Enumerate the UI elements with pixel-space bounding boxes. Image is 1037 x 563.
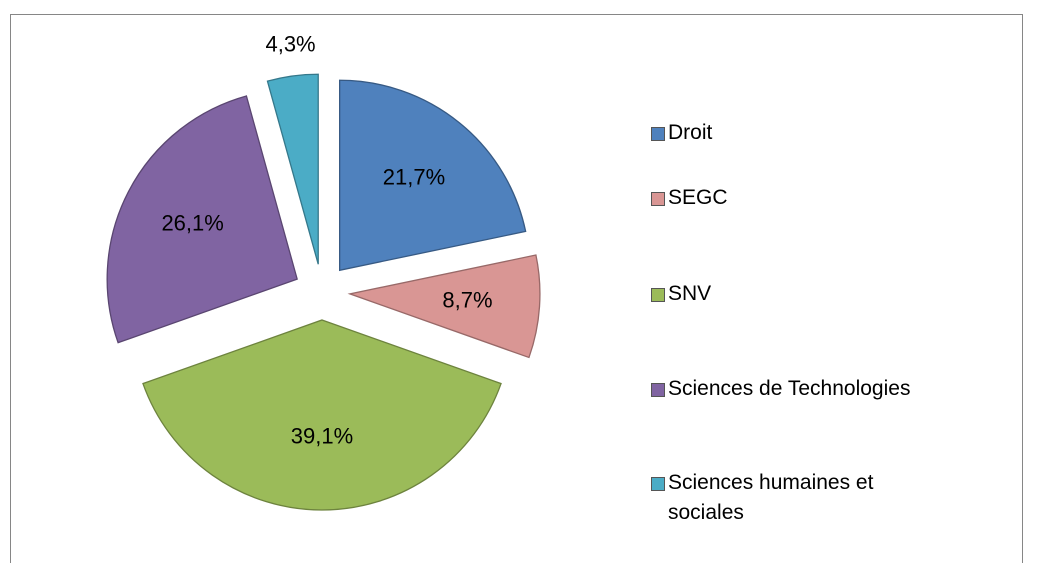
legend-swatch — [651, 477, 665, 491]
legend-swatch — [651, 192, 665, 206]
legend-label: Sciences de Technologies — [668, 377, 911, 400]
data-label: 26,1% — [161, 211, 223, 236]
pie-slice — [266, 73, 319, 265]
legend-swatch — [651, 127, 665, 141]
legend-label: SNV — [668, 282, 712, 305]
legend-label: SEGC — [668, 186, 728, 209]
pie-slice — [142, 319, 502, 511]
data-label: 39,1% — [291, 424, 353, 449]
legend-swatch — [651, 383, 665, 397]
legend-label: Sciences humaines et sociales — [668, 471, 874, 524]
pie-slice — [347, 254, 541, 359]
legend-item: Sciences de Technologies — [651, 374, 951, 404]
pie-slice — [339, 79, 527, 272]
legend-swatch — [651, 288, 665, 302]
data-label: 8,7% — [442, 288, 492, 313]
data-label: 21,7% — [383, 165, 445, 190]
legend-label: Droit — [668, 121, 713, 144]
data-label: 4,3% — [265, 32, 315, 57]
pie-slice — [106, 95, 298, 344]
legend-item: SEGC — [651, 183, 951, 213]
legend-item: SNV — [651, 279, 951, 309]
legend-item: Sciences humaines et sociales — [651, 468, 951, 528]
legend-item: Droit — [651, 118, 951, 148]
